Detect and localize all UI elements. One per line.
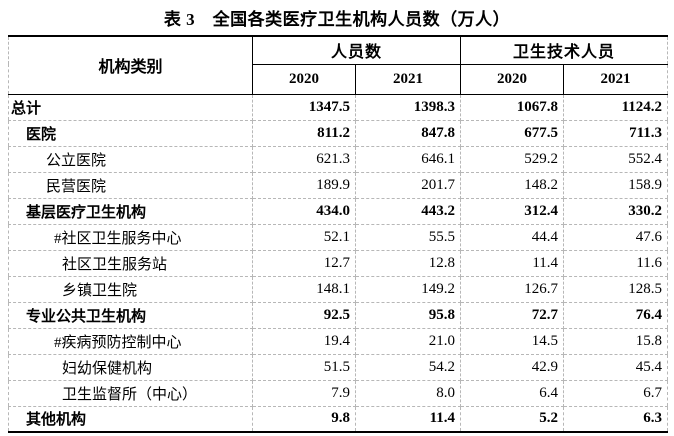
- value-cell: 15.8: [563, 327, 668, 355]
- value-cell: 14.5: [460, 327, 565, 355]
- value-cell: 677.5: [460, 119, 565, 147]
- value-cell: 621.3: [252, 145, 356, 173]
- row-label: 卫生监督所（中心）: [8, 379, 253, 407]
- row-label: #社区卫生服务中心: [8, 223, 253, 251]
- row-label: 其他机构: [8, 405, 253, 433]
- value-cell: 6.3: [563, 405, 668, 433]
- row-label: 医院: [8, 119, 253, 147]
- value-cell: 9.8: [252, 405, 356, 433]
- value-cell: 42.9: [460, 353, 565, 381]
- value-cell: 312.4: [460, 197, 565, 225]
- value-cell: 443.2: [354, 197, 462, 225]
- table-row: 医院 811.2 847.8 677.5 711.3: [8, 119, 668, 147]
- header-year-technical-2021: 2021: [563, 63, 668, 95]
- value-cell: 12.7: [252, 249, 356, 277]
- value-cell: 811.2: [252, 119, 356, 147]
- value-cell: 529.2: [460, 145, 565, 173]
- table-row: 公立医院 621.3 646.1 529.2 552.4: [8, 145, 668, 173]
- table-row: 卫生监督所（中心） 7.9 8.0 6.4 6.7: [8, 379, 668, 407]
- row-label: #疾病预防控制中心: [8, 327, 253, 355]
- value-cell: 201.7: [354, 171, 462, 199]
- value-cell: 7.9: [252, 379, 356, 407]
- value-cell: 11.4: [460, 249, 565, 277]
- table-row: 总计 1347.5 1398.3 1067.8 1124.2: [8, 93, 668, 121]
- value-cell: 128.5: [563, 275, 668, 303]
- value-cell: 646.1: [354, 145, 462, 173]
- value-cell: 92.5: [252, 301, 356, 329]
- health-personnel-table: 机构类别 人员数 卫生技术人员 2020 2021 2020 2021 总计 13…: [8, 35, 669, 433]
- row-label: 总计: [8, 93, 253, 121]
- table-row: 民营医院 189.9 201.7 148.2 158.9: [8, 171, 668, 199]
- table-row: #社区卫生服务中心 52.1 55.5 44.4 47.6: [8, 223, 668, 251]
- value-cell: 76.4: [563, 301, 668, 329]
- value-cell: 6.4: [460, 379, 565, 407]
- value-cell: 72.7: [460, 301, 565, 329]
- table-title: 表 3 全国各类医疗卫生机构人员数（万人）: [163, 10, 511, 29]
- value-cell: 847.8: [354, 119, 462, 147]
- value-cell: 330.2: [563, 197, 668, 225]
- value-cell: 1347.5: [252, 93, 356, 121]
- row-label: 专业公共卫生机构: [8, 301, 253, 329]
- header-group-personnel-count: 人员数: [251, 36, 462, 65]
- value-cell: 95.8: [354, 301, 462, 329]
- header-year-personnel-2020: 2020: [252, 63, 356, 95]
- value-cell: 149.2: [354, 275, 462, 303]
- table-row: 乡镇卫生院 148.1 149.2 126.7 128.5: [8, 275, 668, 303]
- table-body: 总计 1347.5 1398.3 1067.8 1124.2 医院 811.2 847.8 67…: [8, 93, 668, 433]
- value-cell: 51.5: [252, 353, 356, 381]
- value-cell: 1067.8: [460, 93, 565, 121]
- value-cell: 11.4: [354, 405, 462, 433]
- value-cell: 54.2: [354, 353, 462, 381]
- value-cell: 44.4: [460, 223, 565, 251]
- header-group-row: 机构类别 人员数 卫生技术人员: [8, 35, 668, 95]
- value-cell: 21.0: [354, 327, 462, 355]
- header-institution-category: 机构类别: [8, 35, 253, 95]
- value-cell: 1124.2: [563, 93, 668, 121]
- value-cell: 189.9: [252, 171, 356, 199]
- table-row: 专业公共卫生机构 92.5 95.8 72.7 76.4: [8, 301, 668, 329]
- value-cell: 12.8: [354, 249, 462, 277]
- table-row: 基层医疗卫生机构 434.0 443.2 312.4 330.2: [8, 197, 668, 225]
- value-cell: 5.2: [460, 405, 565, 433]
- value-cell: 148.2: [460, 171, 565, 199]
- value-cell: 1398.3: [354, 93, 462, 121]
- value-cell: 19.4: [252, 327, 356, 355]
- row-label: 妇幼保健机构: [8, 353, 253, 381]
- value-cell: 45.4: [563, 353, 668, 381]
- row-label: 公立医院: [8, 145, 253, 173]
- row-label: 乡镇卫生院: [8, 275, 253, 303]
- value-cell: 552.4: [563, 145, 668, 173]
- value-cell: 47.6: [563, 223, 668, 251]
- value-cell: 148.1: [252, 275, 356, 303]
- table-row: 妇幼保健机构 51.5 54.2 42.9 45.4: [8, 353, 668, 381]
- table-header: 机构类别 人员数 卫生技术人员 2020 2021 2020 2021: [8, 35, 668, 95]
- header-year-row: 2020 2021 2020 2021: [9, 63, 668, 95]
- table-row: 其他机构 9.8 11.4 5.2 6.3: [8, 405, 668, 433]
- value-cell: 434.0: [252, 197, 356, 225]
- row-label: 基层医疗卫生机构: [8, 197, 253, 225]
- row-label: 民营医院: [8, 171, 253, 199]
- row-label: 社区卫生服务站: [8, 249, 253, 277]
- header-group-health-technical-personnel: 卫生技术人员: [460, 36, 668, 65]
- value-cell: 126.7: [460, 275, 565, 303]
- value-cell: 8.0: [354, 379, 462, 407]
- table-row: 社区卫生服务站 12.7 12.8 11.4 11.6: [8, 249, 668, 277]
- value-cell: 158.9: [563, 171, 668, 199]
- header-year-technical-2020: 2020: [460, 63, 565, 95]
- table-row: #疾病预防控制中心 19.4 21.0 14.5 15.8: [8, 327, 668, 355]
- value-cell: 711.3: [563, 119, 668, 147]
- value-cell: 55.5: [354, 223, 462, 251]
- value-cell: 11.6: [563, 249, 668, 277]
- value-cell: 52.1: [252, 223, 356, 251]
- value-cell: 6.7: [563, 379, 668, 407]
- header-year-personnel-2021: 2021: [354, 63, 462, 95]
